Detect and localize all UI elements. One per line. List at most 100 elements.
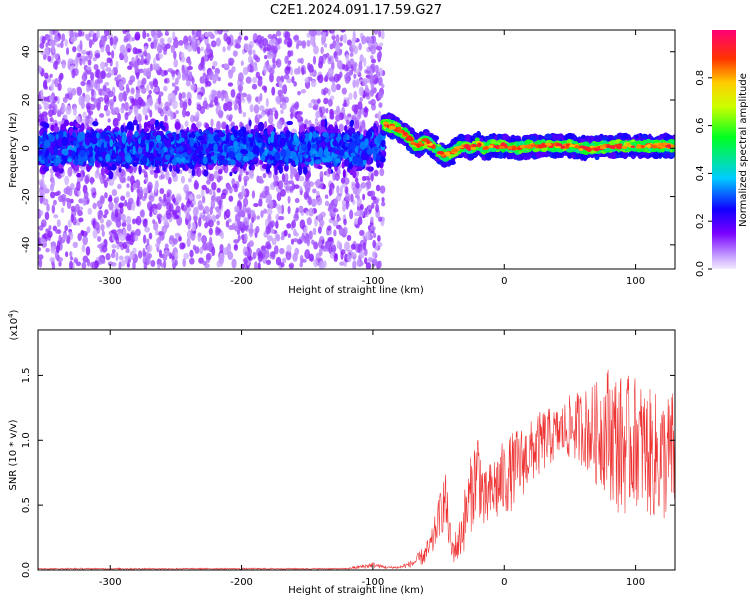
heatmap-cell (74, 203, 80, 213)
heatmap-cell (149, 211, 153, 218)
heatmap-cell (192, 155, 200, 162)
heatmap-cell (73, 140, 77, 147)
heatmap-cell (263, 55, 268, 60)
heatmap-cell (85, 66, 92, 71)
heatmap-cell (109, 99, 115, 106)
heatmap-cell (290, 50, 294, 57)
heatmap-cell (98, 113, 105, 118)
heatmap-cell (285, 185, 290, 191)
heatmap-cell (278, 165, 283, 174)
heatmap-cell (53, 35, 60, 43)
heatmap-cell (340, 30, 346, 33)
heatmap-cell (371, 58, 377, 64)
heatmap-cell (332, 244, 336, 254)
heatmap-cell (202, 100, 208, 109)
heatmap-cell (200, 76, 206, 84)
heatmap-cell (175, 110, 179, 115)
heatmap-cell (332, 208, 339, 213)
heatmap-cell (92, 56, 97, 62)
heatmap-cell (333, 229, 337, 237)
heatmap-cell (301, 40, 307, 49)
heatmap-cell (318, 260, 325, 269)
heatmap-cell (43, 131, 48, 138)
heatmap-cell (211, 246, 216, 257)
heatmap-cell (64, 119, 69, 127)
heatmap-cell (66, 199, 72, 209)
heatmap-cell (127, 48, 131, 53)
heatmap-cell (223, 144, 228, 153)
heatmap-cell (152, 219, 156, 225)
heatmap-cell (360, 87, 364, 97)
heatmap-cell (238, 109, 243, 115)
heatmap-cell (257, 79, 263, 87)
heatmap-cell (72, 46, 77, 53)
heatmap-cell (309, 30, 316, 37)
heatmap-cell (64, 175, 70, 186)
heatmap-cell (166, 192, 171, 198)
heatmap-cell (54, 103, 58, 114)
heatmap-cell (346, 254, 352, 263)
heatmap-cell (105, 109, 111, 117)
heatmap-cell (355, 78, 360, 88)
heatmap-cell (266, 259, 271, 266)
heatmap-cell (112, 35, 118, 46)
heatmap-cell (286, 120, 294, 126)
heatmap-cell (67, 87, 73, 94)
heatmap-cell (253, 145, 260, 155)
heatmap-cell (49, 73, 53, 78)
heatmap-cell (327, 126, 331, 132)
heatmap-cell (222, 46, 226, 53)
heatmap-cell (41, 111, 48, 117)
heatmap-cell (180, 51, 185, 60)
heatmap-cell (126, 262, 130, 268)
heatmap-cell (324, 74, 328, 82)
heatmap-cell (339, 185, 343, 195)
heatmap-cell (243, 175, 250, 182)
heatmap-cell (310, 36, 314, 46)
heatmap-cell (267, 33, 273, 40)
heatmap-cell (320, 211, 326, 218)
heatmap-cell (225, 124, 229, 133)
heatmap-cell (367, 166, 374, 172)
heatmap-cell (109, 138, 114, 148)
heatmap-cell (240, 60, 244, 66)
heatmap-cell (48, 95, 54, 102)
heatmap-cell (374, 64, 379, 74)
heatmap-cell (253, 104, 260, 114)
heatmap-cell (192, 206, 199, 217)
heatmap-cell (297, 165, 302, 173)
heatmap-cell (369, 190, 376, 197)
heatmap-cell (126, 215, 132, 225)
heatmap-cell (268, 145, 274, 152)
heatmap-cell (137, 113, 142, 124)
heatmap-cell (381, 201, 386, 207)
heatmap-cell (330, 83, 337, 93)
heatmap-cell (336, 240, 341, 249)
heatmap-cell (156, 237, 161, 244)
heatmap-cell (107, 51, 111, 56)
heatmap-cell (205, 187, 210, 194)
heatmap-cell (127, 197, 134, 205)
heatmap-cell (197, 199, 203, 210)
heatmap-cell (112, 117, 119, 128)
heatmap-cell (78, 217, 84, 223)
heatmap-cell (370, 225, 376, 232)
heatmap-cell (276, 120, 283, 130)
heatmap-cell (118, 255, 124, 261)
heatmap-cell (143, 50, 147, 57)
heatmap-cell (284, 66, 291, 75)
heatmap-cell (84, 33, 90, 40)
heatmap-cell (315, 110, 321, 119)
heatmap-cell (43, 139, 51, 148)
heatmap-cell (343, 64, 349, 72)
heatmap-cell (365, 130, 373, 139)
heatmap-cell (275, 95, 281, 103)
heatmap-cell (328, 187, 333, 197)
heatmap-cell (294, 198, 300, 204)
heatmap-cell (120, 260, 126, 267)
heatmap-cell (158, 94, 162, 105)
heatmap-cell (353, 73, 357, 79)
heatmap-cell (164, 154, 171, 161)
heatmap-cell (87, 207, 93, 215)
heatmap-cell (235, 42, 240, 48)
